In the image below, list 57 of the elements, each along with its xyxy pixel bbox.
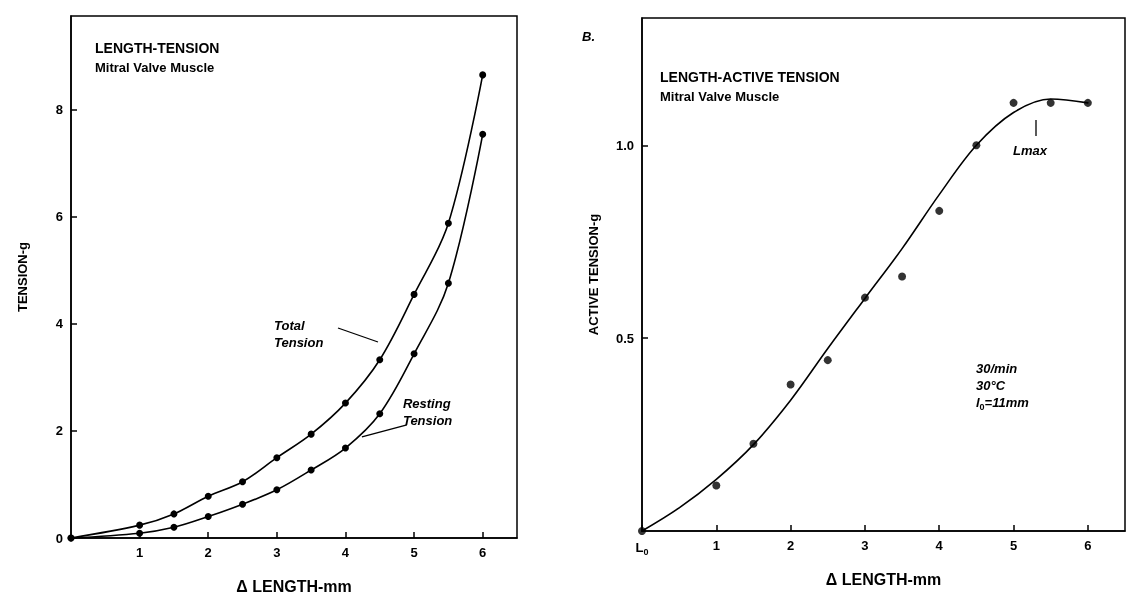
x-tick-label: 4	[935, 538, 944, 553]
text: Mitral Valve Muscle	[660, 89, 780, 104]
point	[1046, 98, 1055, 107]
x-tick-label: 2	[787, 538, 795, 553]
point	[204, 492, 212, 500]
point	[273, 454, 281, 462]
x-tick-label: 3	[861, 538, 869, 553]
y-tick-label: 2	[55, 423, 63, 439]
point	[479, 71, 487, 79]
y-tick-label: 0.5	[615, 330, 634, 346]
y-tick-label: 6	[55, 209, 63, 225]
point	[376, 356, 384, 364]
x-tick-label: 3	[273, 545, 281, 560]
point	[898, 272, 907, 281]
point	[273, 486, 281, 494]
text: LENGTH-ACTIVE TENSION	[660, 69, 840, 85]
x-tick-label: 6	[479, 545, 487, 560]
point	[136, 521, 144, 529]
text: LENGTH-TENSION	[95, 40, 220, 56]
point	[1009, 98, 1018, 107]
y-axis-title: ACTIVE TENSION-g	[586, 213, 601, 336]
x-axis-title: Δ LENGTH-mm	[236, 577, 352, 595]
x-tick-label: 6	[1084, 538, 1092, 553]
point	[410, 290, 418, 298]
text: B.	[582, 29, 595, 44]
x-tick-label: 1	[712, 538, 720, 553]
y-tick-label: 1.0	[615, 137, 634, 153]
x-tick-label: 4	[341, 545, 350, 560]
y-axis-title: TENSION-g	[15, 241, 30, 313]
point	[410, 350, 418, 358]
annotation: Total Tension	[274, 318, 324, 350]
point	[239, 500, 247, 508]
point	[204, 513, 212, 521]
point	[444, 219, 452, 227]
point	[786, 380, 795, 389]
y-tick-label: 4	[55, 316, 64, 332]
x-tick-label: 2	[204, 545, 212, 560]
point	[479, 130, 487, 138]
annotation: Lmax	[1013, 143, 1048, 158]
point	[239, 478, 247, 486]
x-tick-label: 5	[410, 545, 418, 560]
y-tick-label: 0	[55, 530, 63, 546]
point	[307, 430, 315, 438]
point	[823, 356, 832, 365]
x-tick-label: 5	[1009, 538, 1018, 553]
x-tick-label: 1	[136, 545, 144, 560]
point	[935, 206, 944, 215]
annotation: Resting Tension	[402, 395, 453, 428]
point	[444, 279, 452, 287]
point	[341, 399, 349, 407]
point	[712, 481, 721, 490]
text: Mitral Valve Muscle	[95, 60, 215, 75]
y-tick-label: 8	[55, 102, 63, 118]
point	[376, 410, 384, 418]
point	[170, 523, 178, 531]
x-axis-title: Δ LENGTH-mm	[825, 570, 942, 588]
point	[341, 444, 349, 452]
